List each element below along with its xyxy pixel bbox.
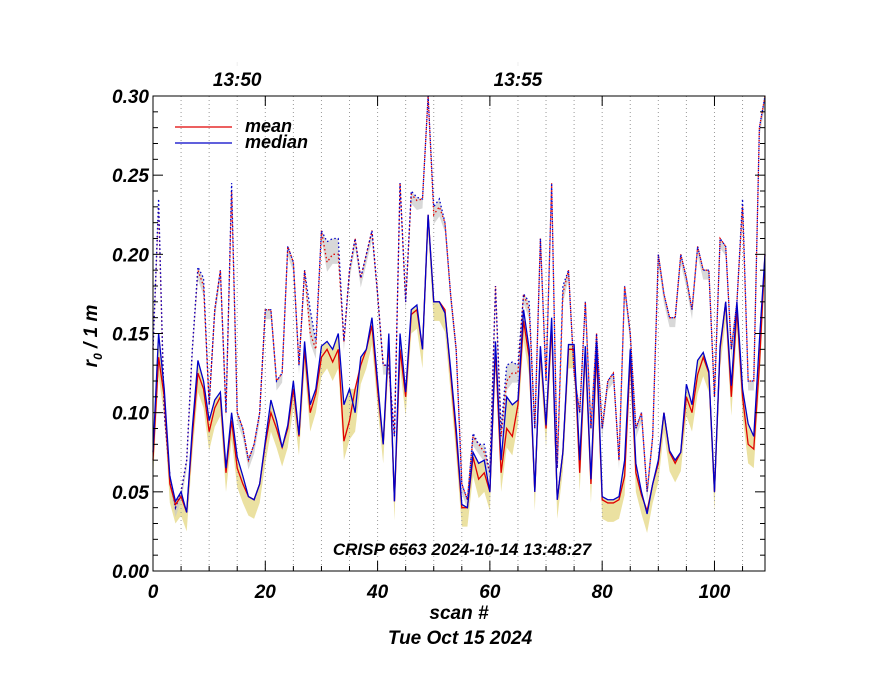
y-tick-label: 0.10 [112, 404, 149, 425]
series-line-median [152, 214, 766, 515]
legend-label-mean: mean [245, 116, 292, 136]
legend-label-median: median [245, 132, 308, 152]
upper-band [153, 96, 765, 518]
date-label: Tue Oct 15 2024 [388, 628, 533, 649]
y-axis-label-tail: / 1 m [81, 305, 102, 354]
y-tick-label: 0.20 [112, 245, 149, 266]
y-tick-label: 0.00 [112, 562, 149, 583]
top-time-labels: 13:50 13:55 [213, 62, 543, 91]
tick-labels: 0 20 40 60 80 100 0.00 0.05 0.10 0.15 0.20 0.25 0.30 [112, 87, 731, 603]
y-tick-label: 0.30 [112, 87, 149, 108]
upper-line-mean [152, 95, 766, 511]
x-tick-label: 80 [592, 582, 614, 603]
top-time-label: 13:55 [494, 70, 543, 91]
x-tick-label: 100 [699, 582, 731, 603]
x-tick-label: 60 [479, 582, 501, 603]
annotation-label: CRISP 6563 2024-10-14 13:48:27 [333, 540, 593, 559]
x-tick-label: 40 [366, 582, 389, 603]
y-tick-label: 0.05 [112, 483, 149, 504]
x-axis-label: scan # [429, 603, 489, 624]
y-axis-label-sub: 0 [91, 353, 105, 360]
x-tick-label: 20 [254, 582, 277, 603]
main-lines [152, 214, 766, 515]
y-axis-label: r0 / 1 m [81, 305, 105, 368]
x-tick-label: 0 [148, 582, 159, 603]
y-tick-label: 0.15 [112, 325, 149, 346]
y-axis-label-main: r [81, 358, 102, 367]
upper-dotted-lines [152, 95, 766, 511]
axis-ticks [152, 95, 765, 572]
y-tick-label: 0.25 [112, 166, 149, 187]
top-time-label: 13:50 [213, 70, 262, 91]
